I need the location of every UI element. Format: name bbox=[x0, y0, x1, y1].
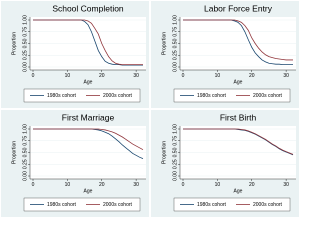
legend-label: 1980s cohort bbox=[197, 202, 227, 208]
y-tick-label: 0.50 bbox=[172, 38, 178, 48]
x-tick-label: 10 bbox=[65, 182, 71, 188]
x-tick-label: 20 bbox=[99, 73, 105, 79]
legend-label: 2000s cohort bbox=[253, 93, 283, 99]
legend-label: 1980s cohort bbox=[197, 93, 227, 99]
series-line bbox=[33, 128, 144, 151]
y-tick-label: 0.00 bbox=[172, 62, 178, 72]
y-axis-label: Proportion bbox=[161, 32, 167, 55]
x-tick-label: 30 bbox=[133, 182, 139, 188]
x-tick-label: 10 bbox=[215, 182, 221, 188]
panel-title: First Birth bbox=[220, 112, 257, 122]
x-axis-label: Age bbox=[234, 188, 243, 194]
series-line bbox=[183, 19, 293, 61]
legend-label: 2000s cohort bbox=[103, 93, 133, 99]
x-tick-label: 0 bbox=[32, 182, 35, 188]
y-axis-label: Proportion bbox=[161, 141, 167, 164]
x-tick-label: 30 bbox=[283, 182, 289, 188]
x-tick-label: 30 bbox=[133, 73, 139, 79]
panel-title: Labor Force Entry bbox=[204, 3, 273, 13]
x-axis-label: Age bbox=[84, 79, 93, 85]
y-tick-label: 1.00 bbox=[22, 124, 28, 134]
y-tick-label: 0.75 bbox=[22, 27, 28, 37]
x-tick-label: 0 bbox=[182, 73, 185, 79]
y-tick-label: 0.00 bbox=[22, 171, 28, 181]
panel: School Completion 0.00 0.25 0.500.75 1.00 0 10… bbox=[0, 0, 150, 109]
y-tick-label: 0.25 bbox=[172, 50, 178, 60]
y-tick-label: 1.00 bbox=[22, 15, 28, 25]
x-axis-label: Age bbox=[84, 188, 93, 194]
panel-title: First Marriage bbox=[62, 112, 115, 122]
series-line bbox=[33, 19, 143, 66]
y-tick-label: 0.25 bbox=[172, 159, 178, 169]
x-tick-label: 30 bbox=[283, 73, 289, 79]
series-line bbox=[183, 128, 294, 155]
x-axis-label: Age bbox=[234, 79, 243, 85]
x-tick-label: 10 bbox=[215, 73, 221, 79]
y-tick-label: 1.00 bbox=[172, 124, 178, 134]
y-tick-label: 0.00 bbox=[22, 62, 28, 72]
legend bbox=[23, 197, 141, 212]
x-tick-label: 20 bbox=[99, 182, 105, 188]
x-tick-label: 0 bbox=[182, 182, 185, 188]
y-axis-label: Proportion bbox=[11, 141, 17, 164]
panel: Labor Force Entry 0.00 0.25 0.500.75 1.00 0 10… bbox=[150, 0, 300, 109]
panel: First Marriage 0.00 0.25 0.500.75 1.00 0 10 20 3… bbox=[0, 109, 150, 218]
y-tick-label: 0.50 bbox=[22, 147, 28, 157]
y-tick-label: 0.50 bbox=[22, 38, 28, 48]
x-tick-label: 20 bbox=[249, 182, 255, 188]
series-line bbox=[183, 19, 293, 66]
panel-title: School Completion bbox=[52, 3, 124, 13]
series-line bbox=[33, 19, 143, 66]
y-tick-label: 0.00 bbox=[172, 171, 178, 181]
y-tick-label: 0.25 bbox=[22, 159, 28, 169]
y-tick-label: 0.75 bbox=[172, 136, 178, 146]
panel: First Birth 0.00 0.25 0.500.75 1.00 0 10 20 30 Pr… bbox=[150, 109, 300, 218]
legend bbox=[173, 88, 291, 103]
x-tick-label: 0 bbox=[32, 73, 35, 79]
y-tick-label: 1.00 bbox=[172, 15, 178, 25]
y-tick-label: 0.75 bbox=[22, 136, 28, 146]
y-tick-label: 0.50 bbox=[172, 147, 178, 157]
x-tick-label: 10 bbox=[65, 73, 71, 79]
series-line bbox=[183, 128, 294, 156]
legend-label: 1980s cohort bbox=[47, 93, 77, 99]
legend-label: 2000s cohort bbox=[253, 202, 283, 208]
legend bbox=[23, 88, 141, 103]
y-axis-label: Proportion bbox=[11, 32, 17, 55]
legend-label: 1980s cohort bbox=[47, 202, 77, 208]
y-tick-label: 0.75 bbox=[172, 27, 178, 37]
legend bbox=[173, 197, 291, 212]
x-tick-label: 20 bbox=[249, 73, 255, 79]
legend-label: 2000s cohort bbox=[103, 202, 133, 208]
y-tick-label: 0.25 bbox=[22, 50, 28, 60]
